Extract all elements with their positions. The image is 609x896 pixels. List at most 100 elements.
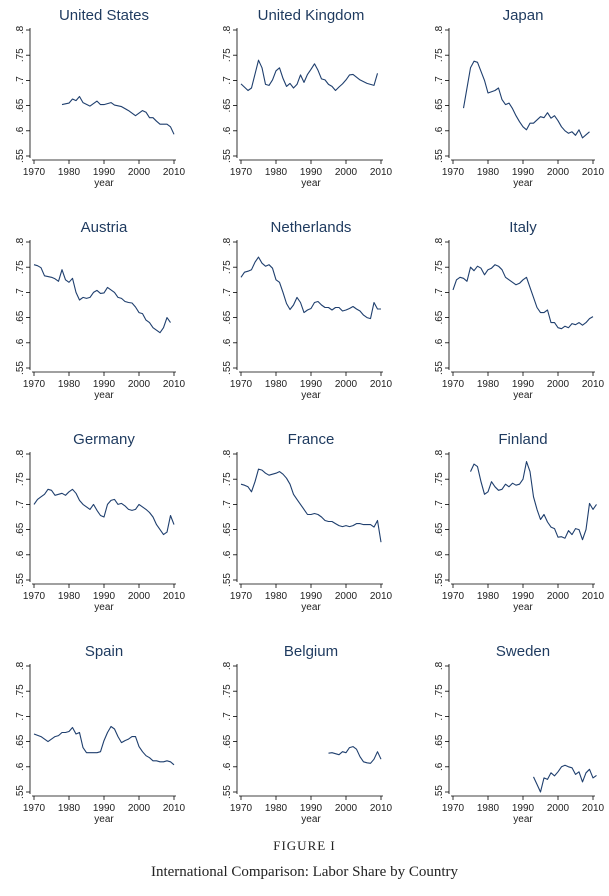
series-line-united-states (61, 95, 175, 135)
y-tick-label: .8 (434, 237, 445, 246)
figure: United States .55 .6 .65 .7 .75 .8 1970 1980 1990… (15, 7, 605, 825)
x-tick-label: 1990 (93, 803, 116, 814)
y-tick-label: .65 (15, 734, 26, 748)
figure-title: International Comparison: Labor Share by… (150, 864, 459, 880)
y-tick-label: .7 (222, 500, 233, 509)
y-tick-label: .7 (434, 76, 445, 85)
x-tick-label: 1970 (23, 167, 46, 178)
y-tick-label: .7 (434, 500, 445, 509)
panel-title: Belgium (284, 643, 338, 660)
x-tick-label: 1970 (230, 803, 253, 814)
x-tick-label: 1980 (477, 167, 500, 178)
x-tick-label: 1970 (442, 379, 465, 390)
series-line-germany (33, 488, 175, 536)
panel-austria: Austria .55 .6 .65 .7 .75 .8 1970 1980 1990 2000 20… (15, 219, 186, 401)
panel-title: Italy (509, 219, 537, 236)
x-axis-label: year (301, 602, 321, 613)
x-tick-label: 2010 (163, 803, 186, 814)
panel-united-kingdom: United Kingdom .55 .6 .65 .7 .75 .8 1970 1980 199… (222, 7, 393, 189)
x-tick-label: 1990 (93, 379, 116, 390)
y-tick-label: .8 (222, 449, 233, 458)
y-tick-label: .8 (434, 449, 445, 458)
x-axis-label: year (513, 814, 533, 825)
y-tick-label: .6 (15, 762, 26, 771)
y-tick-label: .8 (434, 661, 445, 670)
x-tick-label: 2010 (163, 167, 186, 178)
y-tick-label: .6 (434, 762, 445, 771)
y-tick-label: .7 (15, 500, 26, 509)
y-tick-label: .8 (15, 449, 26, 458)
panel-title: Spain (85, 643, 123, 660)
y-tick-label: .75 (434, 260, 445, 274)
x-axis-label: year (513, 602, 533, 613)
panel-title: Netherlands (271, 219, 352, 236)
panel-title: Austria (81, 219, 128, 236)
x-tick-label: 2000 (547, 379, 570, 390)
series-line-sweden (533, 764, 597, 793)
y-tick-label: .75 (222, 472, 233, 486)
panel-title: Sweden (496, 643, 550, 660)
figure-caption: FIGURE I International Comparison: Labor… (0, 838, 609, 881)
x-tick-label: 2000 (128, 167, 151, 178)
y-tick-label: .75 (434, 684, 445, 698)
y-tick-label: .65 (222, 98, 233, 112)
y-tick-label: .55 (222, 785, 233, 799)
panel-japan: Japan .55 .6 .65 .7 .75 .8 1970 1980 1990 2000 2010… (434, 7, 605, 189)
series-line-japan (462, 60, 590, 139)
panel-title: Germany (73, 431, 135, 448)
y-tick-label: .55 (434, 361, 445, 375)
y-tick-label: .65 (15, 522, 26, 536)
y-tick-label: .55 (222, 149, 233, 163)
y-tick-label: .75 (15, 260, 26, 274)
panel-title: United States (59, 7, 149, 24)
y-tick-label: .6 (434, 550, 445, 559)
x-axis-label: year (301, 814, 321, 825)
x-tick-label: 1990 (300, 591, 323, 602)
x-tick-label: 2010 (582, 379, 605, 390)
x-tick-label: 1970 (442, 803, 465, 814)
y-tick-label: .6 (222, 762, 233, 771)
series-line-italy (452, 264, 594, 330)
x-tick-label: 2000 (128, 379, 151, 390)
x-tick-label: 1980 (477, 591, 500, 602)
series-line-belgium (328, 746, 382, 764)
y-tick-label: .75 (434, 472, 445, 486)
y-tick-label: .8 (222, 237, 233, 246)
panel-belgium: Belgium .55 .6 .65 .7 .75 .8 1970 1980 1990 2000 20… (222, 643, 393, 825)
y-tick-label: .75 (222, 48, 233, 62)
x-tick-label: 1980 (58, 167, 81, 178)
x-tick-label: 1980 (58, 591, 81, 602)
x-tick-label: 2000 (547, 803, 570, 814)
x-tick-label: 2000 (547, 591, 570, 602)
series-line-united-kingdom (240, 59, 379, 92)
y-tick-label: .65 (15, 98, 26, 112)
x-tick-label: 1980 (477, 379, 500, 390)
y-tick-label: .65 (222, 310, 233, 324)
y-tick-label: .7 (434, 288, 445, 297)
x-tick-label: 1980 (265, 591, 288, 602)
y-tick-label: .8 (15, 237, 26, 246)
y-tick-label: .55 (15, 785, 26, 799)
x-tick-label: 1980 (477, 803, 500, 814)
y-tick-label: .55 (15, 361, 26, 375)
y-tick-label: .55 (15, 149, 26, 163)
panel-title: Finland (498, 431, 547, 448)
y-tick-label: .6 (222, 126, 233, 135)
panel-finland: Finland .55 .6 .65 .7 .75 .8 1970 1980 1990 2000 20… (434, 431, 605, 613)
x-tick-label: 1990 (300, 167, 323, 178)
y-tick-label: .7 (222, 712, 233, 721)
x-tick-label: 1990 (512, 379, 535, 390)
y-tick-label: .65 (434, 522, 445, 536)
x-axis-label: year (301, 178, 321, 189)
x-tick-label: 1970 (23, 379, 46, 390)
x-tick-label: 2000 (128, 591, 151, 602)
y-tick-label: .6 (222, 550, 233, 559)
x-tick-label: 1990 (300, 379, 323, 390)
y-tick-label: .65 (222, 522, 233, 536)
y-tick-label: .65 (434, 310, 445, 324)
x-tick-label: 1980 (58, 803, 81, 814)
panel-title: Japan (503, 7, 544, 24)
y-tick-label: .6 (15, 550, 26, 559)
x-axis-label: year (94, 814, 114, 825)
x-tick-label: 1970 (230, 167, 253, 178)
